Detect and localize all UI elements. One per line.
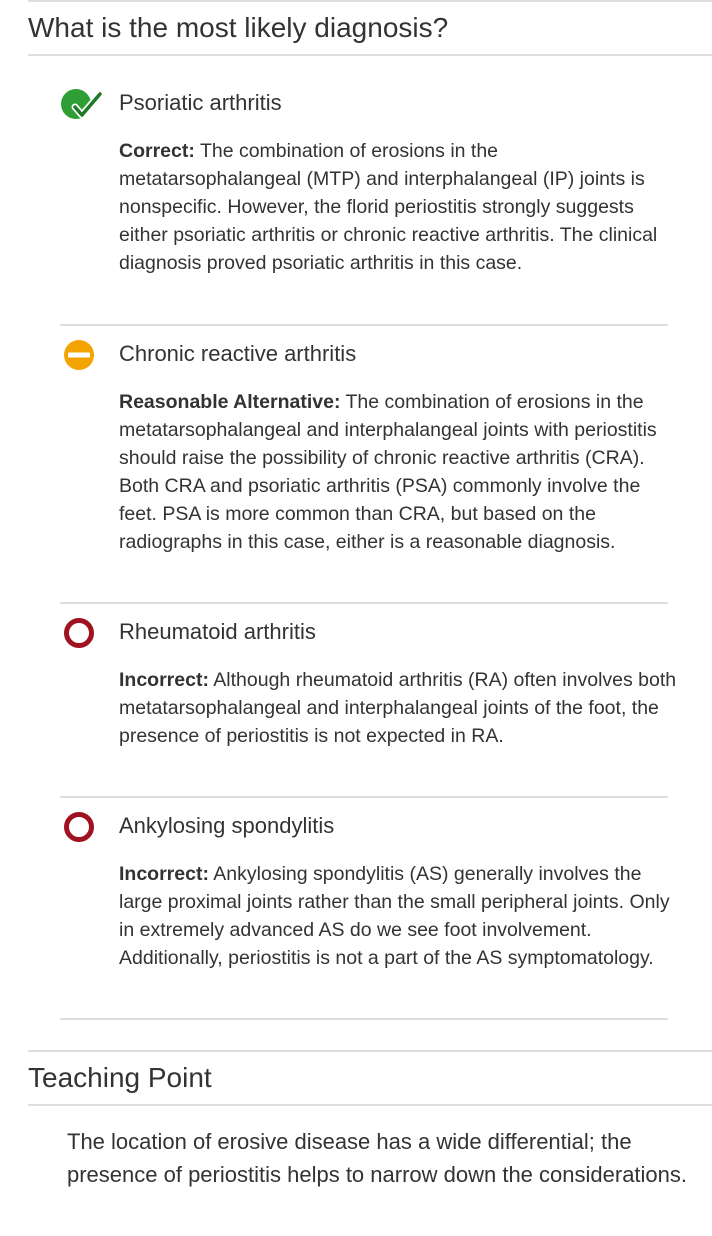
answer-option-ankylosing-spondylitis: Ankylosing spondylitis Incorrect: Ankylo… <box>0 810 712 1005</box>
verdict-label: Incorrect: <box>119 863 209 885</box>
answer-option-psoriatic-arthritis: Psoriatic arthritis Correct: The combina… <box>0 87 712 307</box>
answer-explanation: Incorrect: Ankylosing spondylitis (AS) g… <box>119 860 679 972</box>
teaching-point-text: The location of erosive disease has a wi… <box>67 1129 688 1187</box>
explanation-text: The combination of erosions in the metat… <box>119 140 658 274</box>
option-divider <box>60 1018 668 1020</box>
teaching-point-title: Teaching Point <box>28 1062 212 1093</box>
option-divider <box>60 796 668 798</box>
explanation-text: The combination of erosions in the metat… <box>119 391 657 553</box>
verdict-label: Correct: <box>119 140 195 162</box>
minus-circle-icon <box>60 338 94 372</box>
verdict-label: Incorrect: <box>119 669 209 691</box>
top-rule <box>28 0 712 2</box>
teaching-point-rule <box>28 1104 712 1106</box>
answer-explanation: Reasonable Alternative: The combination … <box>119 388 679 556</box>
option-divider <box>60 324 668 326</box>
answer-option-label: Ankylosing spondylitis <box>119 813 335 838</box>
teaching-point-top-rule <box>28 1050 712 1052</box>
answer-option-label: Psoriatic arthritis <box>119 90 282 115</box>
explanation-text: Although rheumatoid arthritis (RA) often… <box>119 669 677 747</box>
question-title: What is the most likely diagnosis? <box>28 12 449 43</box>
answer-option-rheumatoid-arthritis: Rheumatoid arthritis Incorrect: Although… <box>0 616 712 781</box>
ring-icon <box>60 810 94 844</box>
check-circle-icon <box>60 87 104 121</box>
answer-option-label: Chronic reactive arthritis <box>119 341 357 366</box>
verdict-label: Reasonable Alternative: <box>119 391 341 413</box>
answer-option-label: Rheumatoid arthritis <box>119 619 316 644</box>
option-divider <box>60 602 668 604</box>
answer-option-chronic-reactive-arthritis: Chronic reactive arthritis Reasonable Al… <box>0 338 712 588</box>
answer-explanation: Correct: The combination of erosions in … <box>119 137 679 277</box>
answer-explanation: Incorrect: Although rheumatoid arthritis… <box>119 666 679 750</box>
question-title-rule <box>28 54 712 56</box>
ring-icon <box>60 616 94 650</box>
explanation-text: Ankylosing spondylitis (AS) generally in… <box>119 863 670 969</box>
